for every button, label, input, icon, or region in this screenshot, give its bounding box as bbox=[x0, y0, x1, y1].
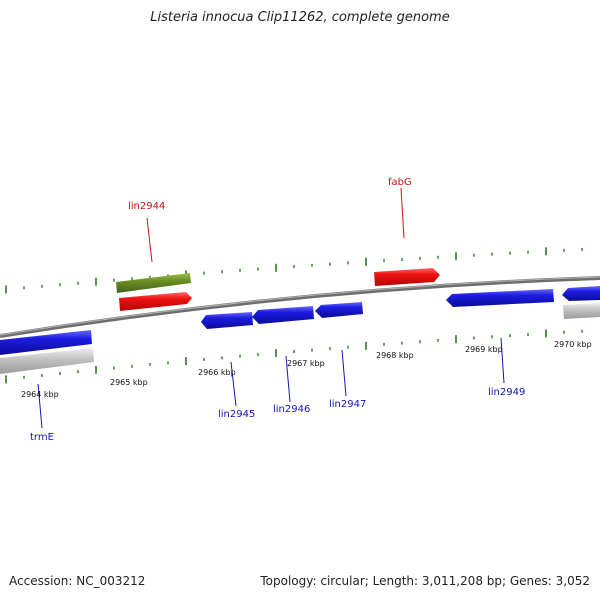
genome-backbone-highlight bbox=[0, 276, 600, 336]
scale-label-2966: 2966 kbp bbox=[198, 368, 236, 377]
gene-right-edge-grey-block[interactable] bbox=[563, 303, 600, 319]
gene-label-lin2944[interactable]: lin2944 bbox=[128, 201, 165, 212]
genome-summary-text: Topology: circular; Length: 3,011,208 bp… bbox=[260, 574, 590, 588]
gene-blocks bbox=[0, 268, 600, 374]
gene-lin2946-block[interactable] bbox=[252, 306, 314, 324]
gene-label-trmE[interactable]: trmE bbox=[30, 432, 54, 443]
gene-lin2947-block[interactable] bbox=[315, 302, 363, 318]
gene-trmE-block[interactable] bbox=[0, 330, 92, 355]
gene-lin2945-block[interactable] bbox=[201, 312, 253, 329]
genome-backbone bbox=[0, 276, 600, 338]
gene-label-lin2945[interactable]: lin2945 bbox=[218, 409, 255, 420]
scale-labels: 2964 kbp 2965 kbp 2966 kbp 2967 kbp 2968… bbox=[21, 340, 592, 399]
scale-label-2964: 2964 kbp bbox=[21, 390, 59, 399]
genome-title: Listeria innocua Clip11262, complete gen… bbox=[150, 10, 450, 25]
scale-label-2970: 2970 kbp bbox=[554, 340, 592, 349]
scale-label-2968: 2968 kbp bbox=[376, 351, 414, 360]
gene-fabG-block[interactable] bbox=[374, 268, 440, 286]
scale-label-2969: 2969 kbp bbox=[465, 345, 503, 354]
accession-text: Accession: NC_003212 bbox=[9, 574, 146, 588]
gene-callout-lines bbox=[37, 187, 505, 429]
gene-label-lin2949[interactable]: lin2949 bbox=[488, 387, 525, 398]
gene-labels: lin2944 fabG trmE lin2945 lin2946 lin294… bbox=[30, 177, 525, 443]
gene-label-lin2947[interactable]: lin2947 bbox=[329, 399, 366, 410]
reverse-tick-ruler bbox=[5, 329, 583, 384]
scale-label-2967: 2967 kbp bbox=[287, 359, 325, 368]
gene-lin2949-block[interactable] bbox=[446, 289, 554, 307]
scale-label-2965: 2965 kbp bbox=[110, 378, 148, 387]
gene-lin2944-block[interactable] bbox=[119, 292, 192, 311]
forward-tick-ruler bbox=[5, 247, 583, 294]
gene-rrna-block[interactable] bbox=[116, 273, 191, 293]
gene-label-fabG[interactable]: fabG bbox=[388, 177, 412, 188]
gene-right-edge-blue-block[interactable] bbox=[562, 286, 600, 301]
gene-label-lin2946[interactable]: lin2946 bbox=[273, 404, 310, 415]
gene-grey-left-block[interactable] bbox=[0, 348, 94, 374]
